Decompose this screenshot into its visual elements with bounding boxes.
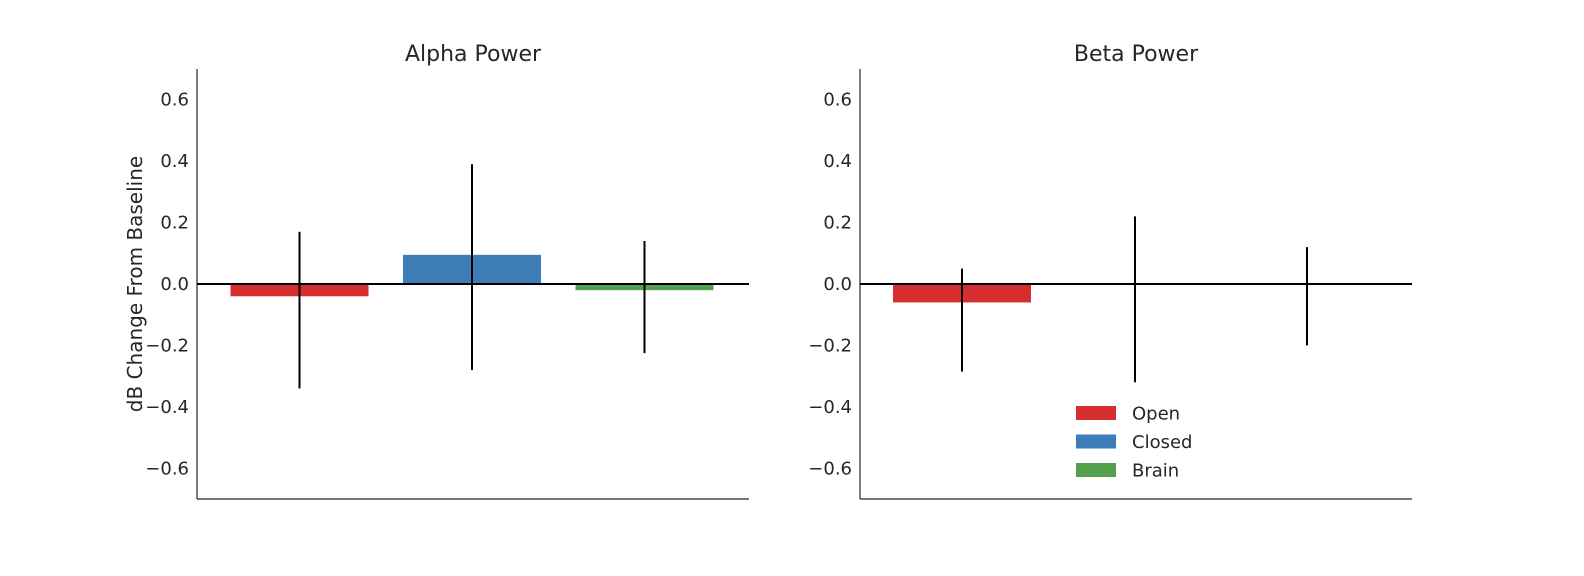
- y-tick-label: 0.2: [160, 213, 189, 234]
- y-tick-label: −0.4: [808, 397, 852, 418]
- y-tick-label: −0.4: [145, 397, 189, 418]
- legend-swatch-open: [1076, 406, 1116, 420]
- y-tick-label: 0.4: [160, 151, 189, 172]
- legend-swatch-closed: [1076, 434, 1116, 449]
- legend-swatch-brain: [1076, 463, 1116, 477]
- y-tick-label: 0.6: [823, 90, 852, 111]
- y-tick-label: 0.6: [160, 90, 189, 111]
- chart-title: Beta Power: [1074, 42, 1199, 67]
- y-tick-label: 0.4: [823, 151, 852, 172]
- beta-power-chart: Beta Power Open Closed Brain −0.6 −0.4 −0.2 0…: [808, 42, 1412, 500]
- legend-label-brain: Brain: [1132, 461, 1179, 482]
- chart-title: Alpha Power: [405, 42, 542, 67]
- legend-label-closed: Closed: [1132, 432, 1192, 453]
- y-tick-label: 0.0: [823, 274, 852, 295]
- legend-label-open: Open: [1132, 404, 1180, 425]
- y-tick-label: 0.2: [823, 213, 852, 234]
- y-tick-label: −0.2: [145, 335, 189, 356]
- y-tick-label: −0.2: [808, 335, 852, 356]
- alpha-power-chart: Alpha Power dB Change From Baseline −0.6…: [123, 42, 749, 500]
- y-tick-label: 0.0: [160, 274, 189, 295]
- legend: Open Closed Brain: [1076, 404, 1192, 482]
- y-axis-label: dB Change From Baseline: [123, 156, 147, 412]
- y-tick-label: −0.6: [145, 458, 189, 479]
- y-tick-label: −0.6: [808, 458, 852, 479]
